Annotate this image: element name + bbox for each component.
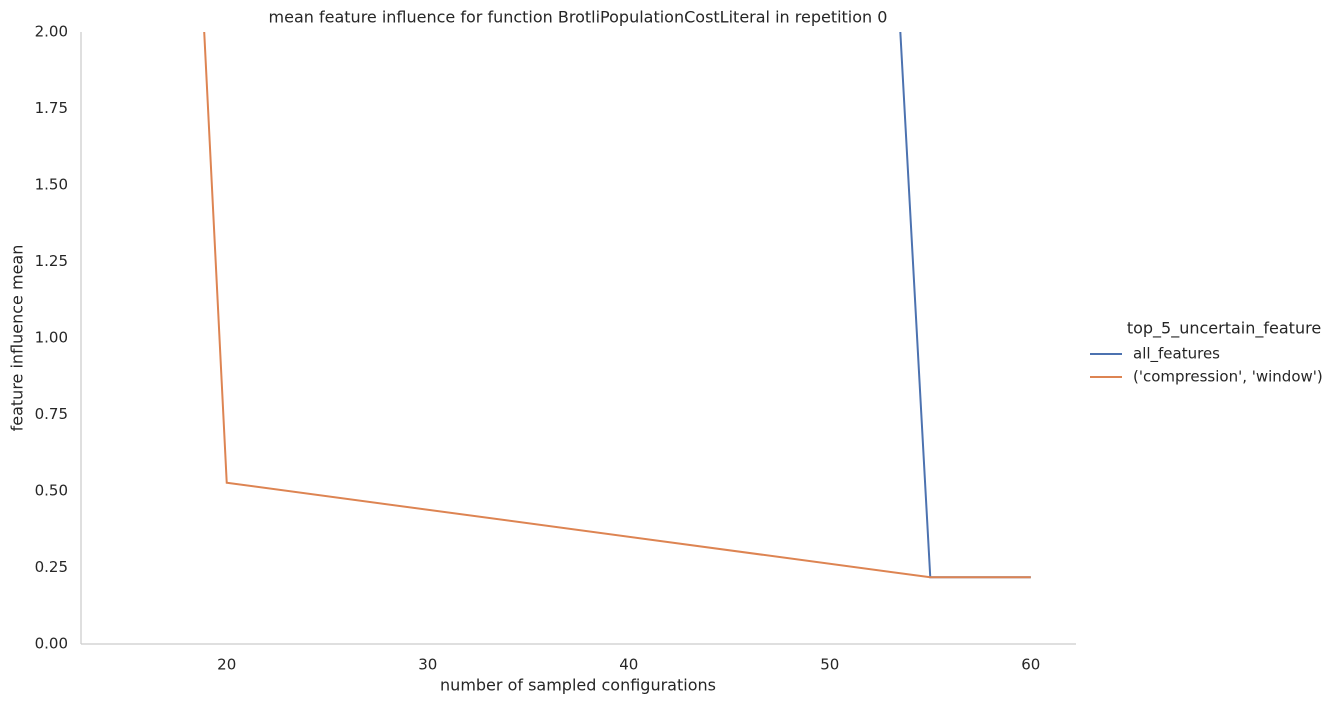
legend-label: all_features [1133, 345, 1220, 364]
x-tick-label: 40 [619, 656, 638, 674]
plot-area [203, 32, 1031, 579]
y-tick-label: 1.75 [35, 99, 68, 117]
line-series [203, 32, 1031, 579]
line-series [899, 32, 1031, 579]
y-tick-label: 1.25 [35, 252, 68, 270]
y-tick-label: 1.00 [35, 329, 68, 347]
y-tick-label: 0.75 [35, 405, 68, 423]
chart-title: mean feature influence for function Brot… [269, 8, 888, 27]
legend-title: top_5_uncertain_feature [1127, 319, 1321, 339]
x-tick-label: 60 [1021, 656, 1040, 674]
x-axis-label: number of sampled configurations [440, 676, 716, 695]
y-axis-label: feature influence mean [8, 245, 27, 432]
x-tick-label: 50 [820, 656, 839, 674]
y-tick-label: 2.00 [35, 23, 68, 41]
y-tick-label: 0.00 [35, 635, 68, 653]
y-tick-label: 0.25 [35, 558, 68, 576]
y-tick-label: 1.50 [35, 176, 68, 194]
x-tick-label: 20 [217, 656, 236, 674]
legend-label: ('compression', 'window') [1133, 368, 1323, 386]
y-tick-label: 0.50 [35, 482, 68, 500]
x-tick-label: 30 [418, 656, 437, 674]
